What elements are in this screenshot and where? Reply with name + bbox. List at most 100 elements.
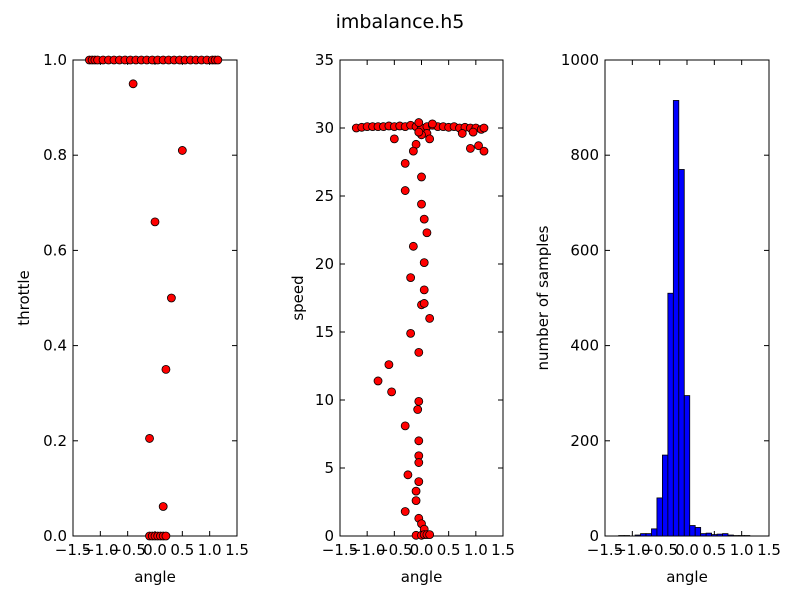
chart-2-data-point (414, 477, 424, 487)
chart-1-y-tick-label: 0.8 (43, 146, 67, 164)
chart-2-data-point (400, 158, 410, 168)
chart-3-histogram-bar (651, 528, 658, 537)
chart-2-data-point (419, 299, 429, 308)
chart-2-data-point (408, 241, 418, 251)
chart-2-data-point (425, 530, 435, 540)
chart-3-histogram-bar (727, 534, 734, 537)
chart-1-x-tick-label: 1.5 (225, 541, 249, 559)
chart-1-y-tick-label: 0.6 (43, 241, 67, 259)
chart-2-data-point (479, 146, 489, 156)
chart-2-y-tick-label: 35 (315, 51, 334, 69)
chart-2-data-point (457, 129, 467, 138)
chart-1-x-tick-label: −0.5 (109, 541, 145, 559)
chart-2-data-point (419, 258, 429, 268)
chart-3-x-tick-label: 0.0 (675, 541, 699, 559)
chart-2-y-tick-label: 15 (315, 323, 334, 341)
chart-1-data-point (150, 217, 160, 227)
chart-2-data-point (425, 313, 435, 323)
chart-2-y-tick-label: 25 (315, 187, 334, 205)
chart-3-histogram-bar (634, 534, 641, 537)
chart-1-x-axis-label: angle (134, 568, 176, 586)
chart-2-data-point (414, 458, 424, 467)
chart-1-x-tick-label: 0.0 (143, 541, 167, 559)
chart-2-x-tick-label: −0.5 (376, 541, 412, 559)
chart-1-x-tick-label: −1.5 (55, 541, 91, 559)
chart-1-data-point (213, 55, 223, 65)
chart-2-data-point (400, 421, 410, 431)
chart-2-data-point (408, 146, 418, 156)
chart-1-y-tick-label: 0.4 (43, 337, 67, 355)
chart-3-y-tick-label: 400 (570, 337, 599, 355)
chart-2-x-tick-label: −1.0 (349, 541, 385, 559)
chart-1-y-tick-label: 0.0 (43, 527, 67, 545)
chart-2-y-tick-label: 20 (315, 255, 334, 273)
speed-scatter-plot: −1.5−1.0−0.50.0 0.5 1.0 1.5 0 5 10 15 20 25 30 35 an… (289, 51, 515, 586)
chart-2-x-tick-label: 1.0 (464, 541, 488, 559)
chart-2-x-tick-label: 0.0 (410, 541, 434, 559)
chart-2-data-point (419, 285, 429, 295)
chart-2-y-tick-label: 0 (324, 527, 334, 545)
chart-1-data-point (161, 364, 171, 374)
chart-2-data-point (414, 118, 424, 127)
chart-1-data-point (177, 146, 187, 155)
chart-3-histogram-bar (722, 533, 729, 537)
chart-3-histogram-bar (667, 292, 674, 537)
chart-1-plot-frame (72, 59, 238, 537)
chart-3-y-tick-label: 800 (570, 146, 599, 164)
chart-2-data-point (427, 119, 437, 129)
chart-2-y-tick-label: 10 (315, 391, 334, 409)
chart-2-data-point (422, 228, 432, 238)
chart-2-x-tick-label: 1.5 (491, 541, 515, 559)
chart-1-y-axis-label: throttle (15, 270, 33, 326)
chart-2-data-point (400, 186, 410, 195)
chart-3-histogram-bar (678, 169, 685, 537)
chart-2-data-point (406, 273, 416, 283)
chart-3-x-tick-label: 1.5 (757, 541, 781, 559)
chart-2-y-axis-label: speed (289, 275, 307, 320)
figure-title: imbalance.h5 (336, 11, 465, 33)
chart-2-data-point (465, 143, 475, 153)
chart-1-x-tick-label: 1.0 (198, 541, 222, 559)
chart-2-data-point (413, 405, 423, 414)
chart-2-data-point (403, 470, 413, 480)
chart-2-data-point (400, 507, 410, 516)
chart-1-data-point (128, 79, 138, 89)
chart-3-histogram-bar (689, 525, 696, 537)
angle-histogram: −1.5−1.0−0.50.0 0.5 1.0 1.5 0 200 400 600 800 100… (534, 51, 781, 586)
chart-1-data-point (145, 434, 154, 443)
chart-3-histogram-bar (662, 454, 669, 537)
chart-3-y-tick-label: 600 (570, 241, 599, 259)
chart-3-x-tick-label: 1.0 (730, 541, 754, 559)
chart-2-data-point (474, 141, 483, 151)
chart-2-data-point (414, 127, 424, 137)
chart-1-y-tick-label: 0.2 (43, 432, 67, 450)
chart-2-data-point (406, 328, 416, 338)
chart-3-histogram-bar (656, 497, 663, 537)
chart-3-y-tick-label: 200 (570, 432, 599, 450)
chart-3-histogram-bar (683, 395, 691, 537)
chart-2-data-point (414, 347, 424, 357)
chart-2-x-tick-label: −1.5 (322, 541, 358, 559)
chart-1-data-point (166, 293, 176, 303)
chart-3-x-tick-label: −0.5 (641, 541, 677, 559)
chart-2-data-point (417, 199, 426, 209)
chart-2-data-point (387, 387, 397, 397)
chart-2-data-point (411, 486, 421, 496)
chart-3-histogram-bar (700, 533, 707, 537)
chart-3-x-tick-label: −1.5 (587, 541, 623, 559)
chart-3-x-axis-label: angle (666, 568, 708, 586)
chart-2-data-point (373, 376, 383, 386)
chart-3-histogram-bar (640, 533, 647, 537)
chart-2-x-axis-label: angle (401, 568, 443, 586)
chart-2-y-tick-label: 5 (324, 459, 334, 477)
chart-1-data-point (158, 502, 168, 511)
chart-3-x-tick-label: 0.5 (702, 541, 726, 559)
chart-3-histogram-bar (711, 534, 718, 537)
chart-3-histogram-bar (705, 532, 713, 537)
chart-3-y-tick-label: 0 (589, 527, 599, 545)
chart-2-data-point (389, 134, 399, 144)
throttle-scatter-plot: −1.5−1.0−0.50.0 0.5 1.0 1.50.00.20.40.60.81… (15, 51, 249, 586)
chart-2-y-tick-label: 30 (315, 119, 334, 137)
chart-3-histogram-bar (672, 100, 680, 537)
chart-2-data-point (414, 396, 424, 406)
